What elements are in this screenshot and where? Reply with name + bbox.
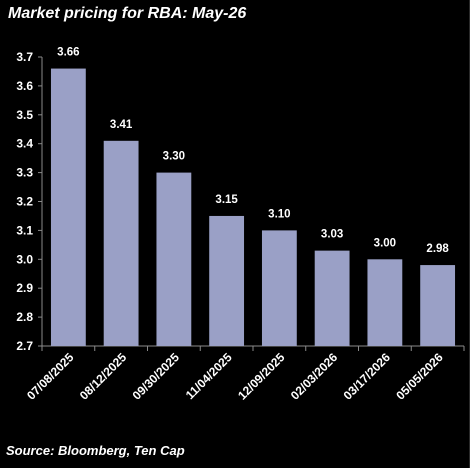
x-tick-label: 03/17/2026 <box>341 350 394 403</box>
x-tick-label: 08/12/2025 <box>77 350 130 403</box>
x-tick-label: 05/05/2026 <box>393 350 446 403</box>
bar <box>209 215 245 346</box>
x-tick-label: 12/09/2025 <box>235 350 288 403</box>
data-label: 2.98 <box>426 243 449 255</box>
source-note: Source: Bloomberg, Ten Cap <box>6 443 185 458</box>
y-tick-label: 3.3 <box>16 166 33 180</box>
chart-title: Market pricing for RBA: May-26 <box>8 5 247 22</box>
y-tick-label: 3.5 <box>16 108 33 122</box>
bar <box>50 68 86 346</box>
y-tick-label: 3.0 <box>16 252 33 266</box>
y-tick-label: 3.1 <box>16 223 33 237</box>
data-label: 3.41 <box>110 119 133 131</box>
x-tick-label: 11/04/2025 <box>183 350 235 402</box>
bar <box>156 172 192 346</box>
bar <box>420 265 456 346</box>
data-label: 3.10 <box>268 208 290 220</box>
y-tick-label: 2.7 <box>16 339 33 353</box>
y-tick-label: 3.4 <box>16 137 33 151</box>
y-tick-label: 3.7 <box>16 50 33 64</box>
data-label: 3.66 <box>57 47 79 59</box>
y-tick-label: 2.8 <box>16 310 33 324</box>
data-label: 3.30 <box>163 151 185 163</box>
y-tick-label: 2.9 <box>16 281 33 295</box>
data-label: 3.00 <box>374 237 396 249</box>
bar <box>261 230 297 346</box>
x-tick-label: 07/08/2025 <box>24 350 77 403</box>
data-label: 3.03 <box>321 229 343 241</box>
bar-chart: 2.7 2.8 2.9 3.0 3.1 3.2 3.3 3.4 3.5 3.6 3.7 3.66 07/… <box>16 47 465 403</box>
data-label: 3.15 <box>215 194 238 206</box>
y-tick-label: 3.6 <box>16 79 33 93</box>
x-tick-label: 09/30/2025 <box>130 350 183 403</box>
bar <box>367 259 403 346</box>
y-tick-label: 3.2 <box>16 195 33 209</box>
x-tick-label: 02/03/2026 <box>288 350 341 403</box>
bar <box>103 140 139 346</box>
bar <box>314 250 350 346</box>
